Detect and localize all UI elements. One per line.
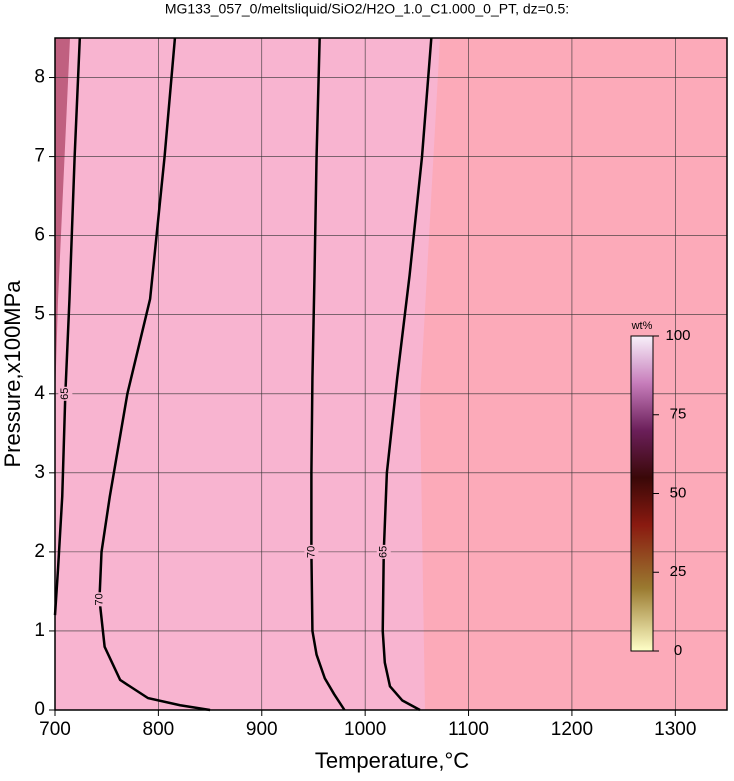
contour-label-bg bbox=[304, 544, 319, 559]
y-tick-label: 7 bbox=[34, 146, 45, 167]
x-tick-label: 1000 bbox=[344, 719, 386, 740]
colorbar-label: wt% bbox=[631, 320, 653, 332]
colorbar bbox=[630, 335, 654, 652]
y-tick-label: 4 bbox=[34, 383, 45, 404]
contour-line bbox=[98, 37, 211, 712]
x-tick-label: 1300 bbox=[654, 719, 696, 740]
y-tick-label: 8 bbox=[34, 67, 45, 88]
x-axis-label: Temperature,°C bbox=[315, 748, 469, 773]
contour-label: 65 bbox=[378, 546, 390, 558]
colorbar-tick-label: 25 bbox=[670, 563, 687, 580]
contour-label: 70 bbox=[305, 546, 317, 558]
x-tick-label: 900 bbox=[246, 719, 278, 740]
y-tick-label: 5 bbox=[34, 304, 45, 325]
contour-label-bg bbox=[376, 544, 391, 559]
chart-title: MG133_057_0/meltsliquid/SiO2/H2O_1.0_C1.… bbox=[165, 1, 569, 17]
y-tick-label: 0 bbox=[34, 699, 45, 720]
x-tick-label: 1100 bbox=[448, 719, 489, 740]
colorbar-tick-label: 100 bbox=[665, 327, 690, 344]
colorbar-tick-label: 75 bbox=[670, 406, 687, 423]
x-tick-label: 800 bbox=[143, 719, 175, 740]
colorbar-tick-label: 50 bbox=[670, 484, 687, 501]
y-tick-label: 1 bbox=[34, 620, 45, 641]
contour-label: 70 bbox=[93, 593, 105, 605]
plot-frame bbox=[54, 37, 728, 711]
x-tick-label: 1200 bbox=[551, 719, 593, 740]
y-tick-label: 2 bbox=[34, 541, 45, 562]
contour-label-bg bbox=[92, 592, 107, 607]
contour-label-bg bbox=[58, 386, 73, 401]
x-tick-label: 700 bbox=[39, 719, 71, 740]
y-axis-label: Pressure,x100MPa bbox=[0, 280, 25, 468]
y-tick-label: 3 bbox=[34, 462, 45, 483]
region-fill bbox=[55, 38, 70, 400]
y-tick-label: 6 bbox=[34, 225, 45, 246]
colorbar-tick-label: 0 bbox=[674, 642, 682, 659]
region-fill bbox=[55, 38, 440, 710]
contour-label: 65 bbox=[59, 388, 71, 400]
